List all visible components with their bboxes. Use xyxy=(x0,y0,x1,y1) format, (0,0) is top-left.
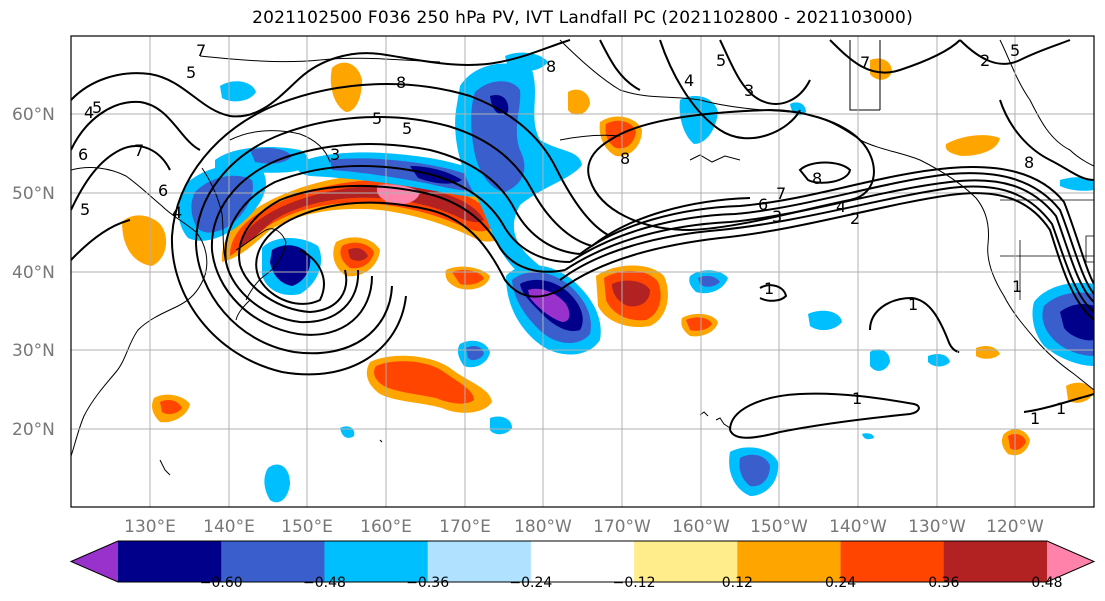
ivt-contours xyxy=(71,39,1094,439)
contour-label: 7 xyxy=(196,41,206,60)
colorbar: −0.60 −0.48 −0.36 −0.24 −0.12 0.12 0.24 0.36 0.4… xyxy=(69,540,1096,591)
contour-label: 1 xyxy=(1056,399,1066,418)
contour-label: 7 xyxy=(860,53,870,72)
lon-label: 120°W xyxy=(986,517,1044,537)
colorbar-tick-label: 0.24 xyxy=(825,575,856,591)
lat-label: 60°N xyxy=(12,105,55,125)
contour-label: 3 xyxy=(744,81,754,100)
contour-label: 5 xyxy=(1010,41,1020,60)
contour-label: 3 xyxy=(330,145,340,164)
colorbar-tick-label: 0.36 xyxy=(928,575,959,591)
colorbar-tick-label: −0.12 xyxy=(613,575,656,591)
contour-label: 2 xyxy=(850,209,860,228)
lon-label: 160°W xyxy=(672,517,730,537)
lon-label: 140°W xyxy=(829,517,887,537)
colorbar-extend-max xyxy=(1047,541,1094,582)
contour-label: 7 xyxy=(776,184,786,203)
map-frame xyxy=(70,35,1095,508)
contour-label: 5 xyxy=(402,119,412,138)
lat-label: 30°N xyxy=(12,341,55,361)
lon-label: 160°E xyxy=(360,517,412,537)
contour-label: 8 xyxy=(396,73,406,92)
coastlines xyxy=(71,39,1094,476)
contour-label: 1 xyxy=(1012,277,1022,296)
contour-label: 6 xyxy=(758,195,768,214)
lon-label: 150°W xyxy=(750,517,808,537)
contour-label: 4 xyxy=(84,103,94,122)
map-title: 2021102500 F036 250 hPa PV, IVT Landfall… xyxy=(252,8,913,28)
lon-label: 170°E xyxy=(439,517,491,537)
contour-labels: 5 4 6 7 6 5 4 5 7 3 5 8 5 8 4 5 3 8 8 6 … xyxy=(78,41,1066,428)
colorbar-tick-label: −0.48 xyxy=(303,575,346,591)
colorbar-segment xyxy=(634,541,738,582)
colorbar-segment xyxy=(840,541,945,582)
lat-label: 40°N xyxy=(12,263,55,283)
colorbar-segment xyxy=(118,541,222,582)
lon-label: 130°E xyxy=(124,517,176,537)
lon-label: 140°E xyxy=(203,517,255,537)
contour-label: 1 xyxy=(852,389,862,408)
contour-label: 4 xyxy=(684,71,694,90)
contour-label: 7 xyxy=(134,141,144,160)
contour-label: 6 xyxy=(158,181,168,200)
contour-label: 5 xyxy=(80,200,90,219)
colorbar-outline xyxy=(69,540,1096,583)
contour-label: 1 xyxy=(764,279,774,298)
colorbar-tick-label: 0.48 xyxy=(1031,575,1062,591)
contour-label: 2 xyxy=(980,51,990,70)
latitude-labels: 60°N 50°N 40°N 30°N 20°N xyxy=(12,105,55,440)
lon-label: 130°W xyxy=(908,517,966,537)
lon-label: 150°E xyxy=(281,517,333,537)
contour-label: 5 xyxy=(92,98,102,117)
lat-label: 50°N xyxy=(12,184,55,204)
contour-label: 3 xyxy=(772,207,782,226)
colorbar-segment xyxy=(530,541,635,582)
colorbar-segment xyxy=(427,541,532,582)
colorbar-extend-min xyxy=(71,541,118,582)
colorbar-segment xyxy=(943,541,1048,582)
lon-label: 170°W xyxy=(593,517,651,537)
contour-label: 5 xyxy=(372,109,382,128)
contour-label: 1 xyxy=(1030,409,1040,428)
lat-label: 20°N xyxy=(12,420,55,440)
lon-label: 180°W xyxy=(514,517,572,537)
contour-label: 8 xyxy=(812,169,822,188)
contour-label: 4 xyxy=(172,203,182,222)
contour-label: 1 xyxy=(908,295,918,314)
contour-label: 4 xyxy=(836,197,846,216)
colorbar-segment xyxy=(221,541,325,582)
contour-label: 8 xyxy=(546,57,556,76)
colorbar-tick-label: −0.36 xyxy=(406,575,449,591)
contour-label: 8 xyxy=(620,149,630,168)
contour-label: 5 xyxy=(716,51,726,70)
colorbar-segment xyxy=(737,541,842,582)
contour-label: 5 xyxy=(186,63,196,82)
longitude-labels: 130°E 140°E 150°E 160°E 170°E 180°W 170°… xyxy=(124,517,1044,537)
colorbar-segment xyxy=(324,541,429,582)
colorbar-tick-label: −0.60 xyxy=(200,575,243,591)
colorbar-tick-label: −0.24 xyxy=(509,575,552,591)
contour-label: 8 xyxy=(1024,153,1034,172)
colorbar-tick-label: 0.12 xyxy=(722,575,753,591)
contour-label: 6 xyxy=(78,145,88,164)
